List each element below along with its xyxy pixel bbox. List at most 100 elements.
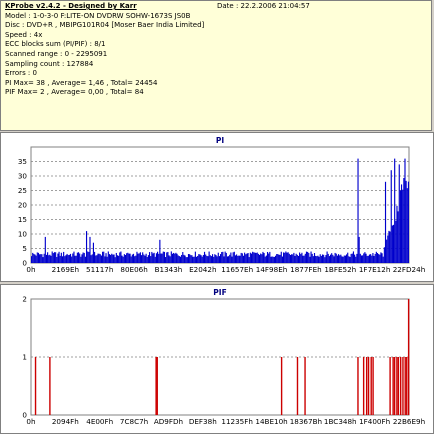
pi-bar: [274, 255, 277, 263]
x-tick-label: 0h: [26, 265, 35, 274]
pi-bar: [116, 255, 119, 263]
pi-bar: [392, 224, 395, 263]
pi-bar: [291, 254, 293, 263]
pi-bar: [203, 251, 206, 263]
pi-bar: [286, 252, 288, 263]
pi-bar: [65, 255, 67, 263]
pi-bar: [170, 251, 172, 263]
pi-chart-panel: PI 0 5 10 15 20 25 30 35 0h 2169Eh 51117h 80E06h B134…: [0, 132, 434, 282]
pi-bar: [206, 255, 208, 263]
pi-bar: [60, 252, 62, 263]
pi-bar: [262, 251, 264, 263]
pi-bar: [114, 257, 116, 263]
x-tick-label: B1343h: [155, 265, 183, 274]
pi-bar: [355, 256, 357, 263]
pi-bar: [63, 251, 65, 263]
pi-bar: [304, 253, 306, 263]
pi-bar: [87, 251, 89, 263]
pi-bar: [57, 253, 59, 263]
pi-bar: [347, 252, 349, 263]
pi-bar: [83, 252, 85, 263]
pi-bar: [250, 253, 253, 263]
pi-bar: [327, 253, 329, 263]
pi-bar: [132, 253, 135, 263]
pi-bar: [71, 256, 73, 263]
pi-bar: [386, 239, 388, 263]
pi-bar: [343, 255, 345, 263]
pi-bar: [366, 255, 368, 263]
pif-bar: [362, 357, 365, 415]
pi-bar: [69, 253, 72, 263]
pi-bar: [230, 252, 232, 263]
pi-bar: [85, 231, 88, 263]
pi-bar: [296, 254, 298, 263]
pi-bar: [179, 256, 182, 263]
pi-bar: [237, 255, 239, 263]
pi-bar: [315, 255, 317, 263]
pi-bar: [150, 256, 152, 263]
pi-bar: [55, 252, 57, 263]
pi-bar: [137, 253, 139, 263]
pi-bar: [151, 251, 153, 263]
pi-bar: [32, 252, 34, 263]
x-tick-label: 4E00Fh: [86, 417, 113, 426]
pi-bar: [131, 254, 133, 263]
pi-bar: [189, 254, 191, 263]
pi-bar: [90, 255, 92, 263]
pi-bar: [341, 256, 343, 263]
pif-bar: [393, 357, 396, 415]
pi-bar: [173, 252, 175, 263]
pi-bar: [271, 256, 273, 263]
pi-bar: [183, 254, 185, 263]
pi-bar: [234, 255, 237, 263]
pi-bar: [50, 255, 52, 263]
y-tick-label: 25: [18, 186, 27, 195]
pi-bar: [225, 252, 227, 263]
pi-chart: PI 0 5 10 15 20 25 30 35 0h 2169Eh 51117h 80E06h B134…: [18, 136, 425, 274]
y-tick-label: 2: [22, 295, 27, 304]
pi-bar: [106, 256, 108, 263]
pi-bar: [360, 255, 363, 263]
pi-bar: [37, 252, 40, 263]
pi-bar: [406, 188, 408, 263]
pi-bar: [43, 253, 45, 263]
pi-bar: [344, 255, 346, 263]
x-tick-label: 22B6E9h: [393, 417, 425, 426]
pi-bar: [129, 253, 131, 263]
pi-bar: [270, 256, 272, 263]
pi-bar: [305, 251, 308, 263]
pi-bar: [194, 251, 196, 263]
pi-bar: [255, 253, 257, 263]
pi-bar: [33, 253, 35, 263]
pi-bar: [249, 252, 251, 263]
pi-bar: [257, 253, 259, 263]
pi-bar: [112, 254, 114, 263]
pi-bar: [191, 255, 193, 263]
x-tick-label: 80E06h: [120, 265, 147, 274]
pi-bar: [110, 254, 112, 263]
pi-bar: [362, 255, 364, 263]
pi-bar: [388, 230, 390, 263]
pi-bar: [178, 256, 180, 263]
pi-bar: [123, 254, 125, 263]
pi-bar: [226, 256, 229, 263]
x-tick-label: 1BFE52h: [324, 265, 356, 274]
pif-bar: [155, 357, 157, 415]
pi-bar: [216, 256, 218, 263]
pi-bar: [300, 254, 302, 263]
pi-bar: [349, 256, 351, 263]
pif-bar: [49, 357, 51, 415]
pif-bar: [357, 357, 359, 415]
pi-bar: [244, 252, 246, 263]
pi-bar: [240, 252, 242, 263]
pi-bar: [285, 251, 287, 263]
pi-bar: [135, 255, 137, 263]
pi-bar: [120, 251, 122, 263]
pi-bar: [339, 255, 341, 263]
pif-bar: [296, 357, 299, 415]
pi-bar: [181, 254, 183, 263]
pi-bar: [359, 253, 361, 263]
pi-bar: [351, 253, 353, 263]
pi-bar: [201, 256, 203, 263]
pif-chart-panel: PIF 0 1 2 0h 2094Fh 4E00Fh 7C8C7h AD9FDh DEF38h 11…: [0, 284, 434, 434]
